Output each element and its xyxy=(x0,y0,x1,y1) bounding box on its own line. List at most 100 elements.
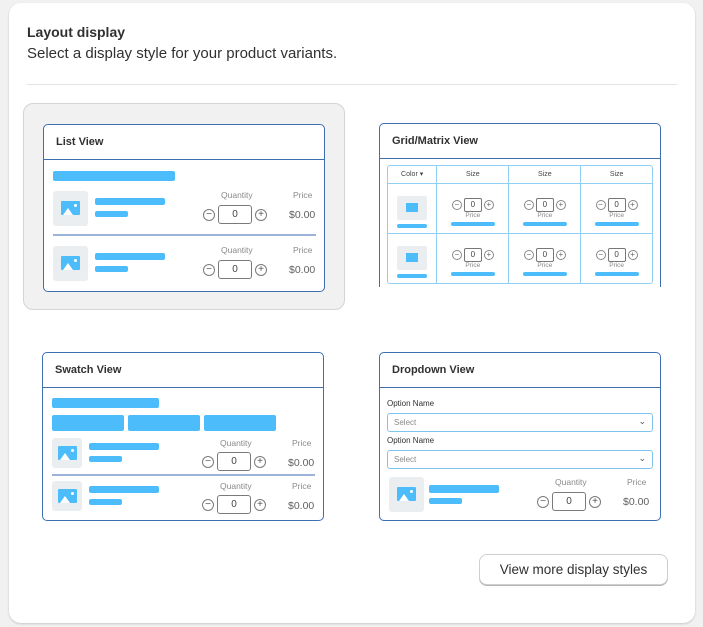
minus-icon[interactable]: − xyxy=(595,250,606,261)
section-subtitle: Select a display style for your product … xyxy=(27,45,338,62)
minus-icon[interactable]: − xyxy=(523,200,534,210)
option-list-view[interactable]: List View Quantity Price − 0 + $0.00 Qua… xyxy=(23,103,345,310)
price-label: Price xyxy=(292,481,312,491)
quantity-input[interactable]: 0 xyxy=(217,495,251,514)
quantity-stepper[interactable]: −0 + xyxy=(581,198,652,212)
column-header-size: Size xyxy=(436,166,510,184)
row-divider xyxy=(52,474,315,476)
quantity-input[interactable]: 0 xyxy=(535,198,554,212)
option-name-label: Option Name xyxy=(387,399,435,408)
quantity-input[interactable]: 0 xyxy=(552,492,586,511)
quantity-input[interactable]: 0 xyxy=(463,248,482,263)
price-label: Price xyxy=(537,212,553,219)
placeholder-bar xyxy=(95,211,128,217)
price-value: $0.00 xyxy=(289,264,316,276)
option-select[interactable]: Select ⌄ xyxy=(387,450,653,469)
minus-icon[interactable]: − xyxy=(202,455,214,468)
variant-swatch-cell xyxy=(388,232,438,283)
image-icon xyxy=(53,191,88,226)
minus-icon[interactable]: − xyxy=(203,263,215,276)
plus-icon[interactable]: + xyxy=(483,250,494,261)
quantity-input[interactable]: 0 xyxy=(607,198,626,212)
minus-icon[interactable]: − xyxy=(595,200,606,210)
price-label: Price xyxy=(293,190,313,200)
placeholder-bar xyxy=(95,266,128,272)
plus-icon[interactable]: + xyxy=(254,455,266,468)
swatch-view-title: Swatch View xyxy=(43,353,323,388)
quantity-label: Quantity xyxy=(221,190,253,200)
quantity-stepper[interactable]: − 0 + xyxy=(202,452,266,471)
list-view-preview: List View Quantity Price − 0 + $0.00 Qua… xyxy=(43,124,325,292)
image-icon xyxy=(52,438,82,468)
grid-view-title: Grid/Matrix View xyxy=(380,124,660,159)
swatch-view-preview: Swatch View Quantity Price − 0 + $0.00 Q… xyxy=(42,352,324,521)
list-view-title: List View xyxy=(44,125,324,160)
plus-icon[interactable]: + xyxy=(627,250,638,261)
quantity-input[interactable]: 0 xyxy=(218,260,252,279)
minus-icon[interactable]: − xyxy=(523,250,534,261)
plus-icon[interactable]: + xyxy=(555,200,566,210)
grid-view-preview: Grid/Matrix View Color ▾ Size Size Size … xyxy=(379,123,661,287)
quantity-input[interactable]: 0 xyxy=(217,452,251,471)
placeholder-bar xyxy=(89,443,159,450)
minus-icon[interactable]: − xyxy=(202,498,214,511)
price-label: Price xyxy=(293,245,313,255)
plus-icon[interactable]: + xyxy=(255,208,267,221)
quantity-stepper[interactable]: −0 + xyxy=(437,198,508,212)
plus-icon[interactable]: + xyxy=(555,250,566,261)
option-grid-matrix-view[interactable]: Grid/Matrix View Color ▾ Size Size Size … xyxy=(360,103,682,310)
swatch-option xyxy=(52,415,124,431)
quantity-stepper[interactable]: − 0 + xyxy=(537,492,601,511)
price-label: Price xyxy=(465,212,481,219)
quantity-input[interactable]: 0 xyxy=(463,198,482,212)
quantity-input[interactable]: 0 xyxy=(218,205,252,224)
quantity-input[interactable]: 0 xyxy=(535,248,554,263)
price-label: Price xyxy=(465,262,481,270)
plus-icon[interactable]: + xyxy=(254,498,266,511)
minus-icon[interactable]: − xyxy=(451,250,462,261)
dropdown-view-title: Dropdown View xyxy=(380,353,660,388)
quantity-stepper[interactable]: −0 + xyxy=(437,248,508,263)
price-value: $0.00 xyxy=(289,209,316,221)
quantity-input[interactable]: 0 xyxy=(607,248,626,263)
plus-icon[interactable]: + xyxy=(627,200,638,210)
quantity-label: Quantity xyxy=(221,245,253,255)
option-select[interactable]: Select ⌄ xyxy=(387,413,653,432)
quantity-stepper[interactable]: − 0 + xyxy=(202,495,266,514)
column-header-size: Size xyxy=(508,166,582,184)
variant-swatch-cell xyxy=(388,182,438,234)
minus-icon[interactable]: − xyxy=(203,208,215,221)
quantity-stepper[interactable]: −0 + xyxy=(509,198,580,212)
quantity-stepper[interactable]: − 0 + xyxy=(203,260,267,279)
view-more-display-styles-button[interactable]: View more display styles xyxy=(479,554,668,585)
placeholder-bar xyxy=(89,486,159,493)
option-dropdown-view[interactable]: Dropdown View Option Name Select ⌄ Optio… xyxy=(360,332,682,539)
quantity-stepper[interactable]: −0 + xyxy=(581,248,652,263)
placeholder-bar xyxy=(429,485,499,493)
price-label: Price xyxy=(292,438,312,448)
plus-icon[interactable]: + xyxy=(483,200,494,210)
minus-icon[interactable]: − xyxy=(537,495,549,508)
plus-icon[interactable]: + xyxy=(255,263,267,276)
image-icon xyxy=(53,246,88,281)
minus-icon[interactable]: − xyxy=(451,200,462,210)
quantity-stepper[interactable]: − 0 + xyxy=(203,205,267,224)
matrix-cell: −0 + Price xyxy=(508,182,582,234)
matrix-cell: −0 + Price xyxy=(580,232,652,283)
price-value: $0.00 xyxy=(288,457,315,469)
swatch-option xyxy=(128,415,200,431)
chevron-down-icon: ⌄ xyxy=(638,416,646,426)
quantity-stepper[interactable]: −0 + xyxy=(509,248,580,263)
dropdown-view-preview: Dropdown View Option Name Select ⌄ Optio… xyxy=(379,352,661,521)
swatch-option xyxy=(204,415,276,431)
placeholder-bar xyxy=(53,171,175,181)
plus-icon[interactable]: + xyxy=(589,495,601,508)
quantity-label: Quantity xyxy=(555,477,587,487)
select-placeholder: Select xyxy=(394,455,417,464)
option-swatch-view[interactable]: Swatch View Quantity Price − 0 + $0.00 Q… xyxy=(23,332,345,539)
column-header-color: Color ▾ xyxy=(388,166,438,184)
placeholder-bar xyxy=(52,398,159,408)
image-icon xyxy=(389,477,424,512)
placeholder-bar xyxy=(95,198,165,205)
image-icon xyxy=(52,481,82,511)
